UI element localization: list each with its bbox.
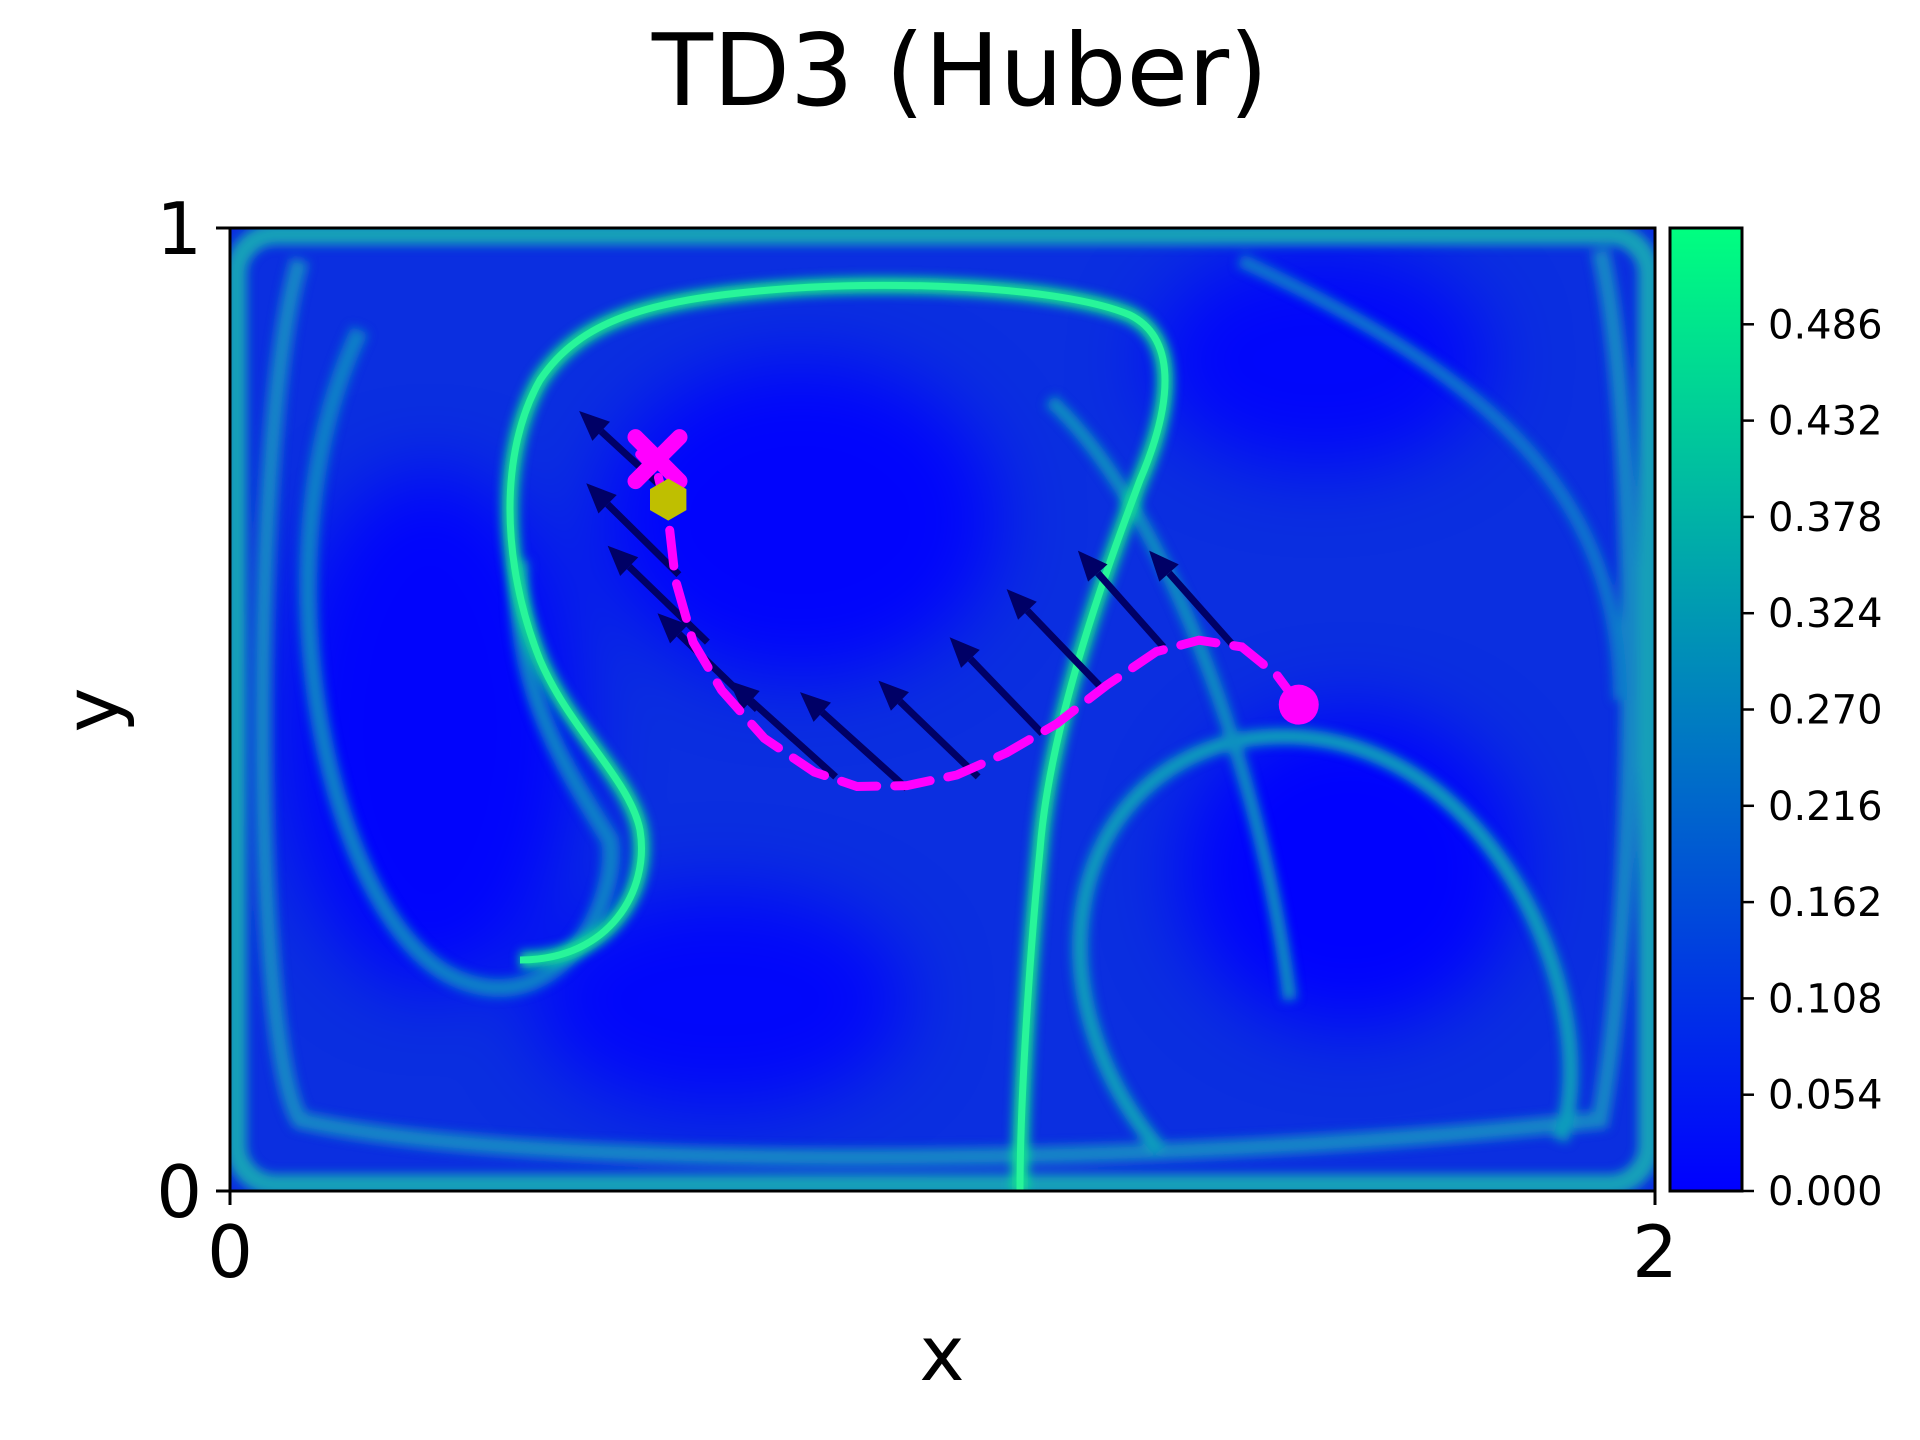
colorbar-tick-label-8: 0.432: [1768, 399, 1883, 445]
colorbar-tick-label-5: 0.270: [1768, 688, 1883, 734]
colorbar-tick-label-4: 0.216: [1768, 784, 1883, 830]
action-arrow-8: [1006, 589, 1102, 688]
start-marker-circle: [1278, 684, 1319, 725]
action-arrow-1: [586, 483, 682, 578]
target-marker-hexagon: [650, 478, 687, 521]
end-marker-cross: [627, 429, 688, 490]
action-arrow-5: [800, 692, 910, 792]
colorbar-tick-label-0: 0.000: [1768, 1169, 1883, 1215]
colorbar: 0.000 0.054 0.108 0.162 0.216 0.270 0.324 0.378…: [1668, 226, 1883, 1215]
plot-frame: [228, 226, 1657, 1193]
colorbar-ticks: 0.000 0.054 0.108 0.162 0.216 0.270 0.324 0.378…: [1742, 302, 1883, 1215]
action-arrow-9: [1077, 550, 1166, 650]
action-arrow-4: [728, 680, 838, 780]
x-tick-label-1: 2: [1632, 1210, 1678, 1294]
y-axis-label: y: [47, 688, 136, 733]
action-arrow-7: [949, 637, 1045, 737]
action-arrows: [579, 410, 1238, 792]
y-axis-ticks: 01: [156, 187, 230, 1234]
colorbar-tick-label-1: 0.054: [1768, 1073, 1883, 1119]
y-tick-label-0: 0: [156, 1150, 202, 1234]
colorbar-tick-label-7: 0.378: [1768, 495, 1883, 541]
agent-trajectory-line: [635, 449, 1304, 792]
action-arrow-10: [1149, 550, 1238, 650]
action-arrow-2: [607, 545, 710, 645]
chart-title: TD3 (Huber): [651, 12, 1268, 129]
colorbar-gradient: [1668, 226, 1744, 1193]
action-arrow-6: [878, 680, 981, 780]
heatmap-field: [230, 228, 1655, 1191]
colorbar-tick-label-3: 0.162: [1768, 880, 1883, 926]
x-tick-label-0: 0: [207, 1210, 253, 1294]
colorbar-tick-label-2: 0.108: [1768, 976, 1883, 1022]
x-axis-label: x: [920, 1309, 965, 1398]
colorbar-tick-label-9: 0.486: [1768, 302, 1883, 348]
y-tick-label-1: 1: [156, 187, 202, 271]
colorbar-tick-label-6: 0.324: [1768, 591, 1883, 637]
